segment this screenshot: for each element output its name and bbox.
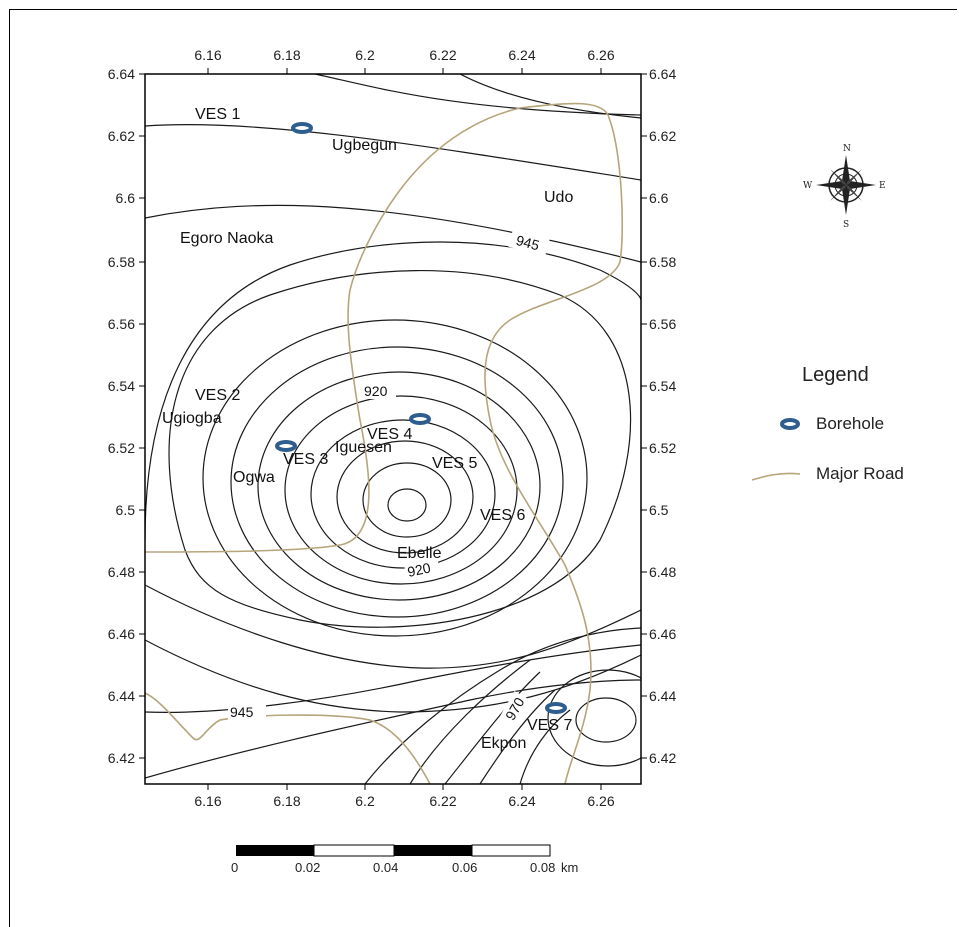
label-iguesen: Iguesen xyxy=(335,439,392,456)
label-ves2: VES 2 xyxy=(195,387,240,404)
contour-lines xyxy=(145,74,641,784)
y-tick-label-left: 6.46 xyxy=(108,626,135,642)
x-tick-label-top: 6.18 xyxy=(273,47,300,63)
y-tick-label-right: 6.44 xyxy=(649,688,676,704)
axis-ticks: 6.16 6.16 6.18 6.18 6.2 6.2 6.22 6.22 6.24 6.24 6.… xyxy=(108,47,677,809)
y-tick-label-left: 6.6 xyxy=(116,190,136,206)
compass-e: E xyxy=(879,181,886,191)
contour-label-920-bottom: 920 xyxy=(406,559,432,580)
compass-s: S xyxy=(843,220,849,230)
contour-labels: 945 920 920 945 970 xyxy=(228,229,550,726)
map-frame xyxy=(9,9,957,927)
place-names: VES 1 Ugbegun Udo Egoro Naoka VES 2 Ugio… xyxy=(162,106,573,752)
y-tick-label-right: 6.5 xyxy=(649,502,669,518)
label-ebelle: Ebelle xyxy=(397,545,442,562)
y-tick-label-right: 6.42 xyxy=(649,750,676,766)
borehole-icon xyxy=(545,702,567,714)
y-tick-label-left: 6.54 xyxy=(108,378,135,394)
label-ves1: VES 1 xyxy=(195,106,240,123)
borehole-icon xyxy=(780,418,800,430)
label-ekpon: Ekpon xyxy=(481,735,526,752)
x-tick-label-top: 6.24 xyxy=(508,47,535,63)
contour-label-920-top: 920 xyxy=(364,383,388,399)
label-ves6: VES 6 xyxy=(480,507,525,524)
y-tick-label-left: 6.58 xyxy=(108,254,135,270)
y-tick-label-right: 6.64 xyxy=(649,66,676,82)
y-tick-label-left: 6.48 xyxy=(108,564,135,580)
compass-n: N xyxy=(843,144,851,154)
y-tick-label-right: 6.54 xyxy=(649,378,676,394)
legend-title: Legend xyxy=(802,364,869,386)
legend: Legend Borehole Major Road xyxy=(751,364,904,483)
compass-rose-icon: N S E W xyxy=(803,144,886,230)
scale-label-006: 0.06 xyxy=(452,860,477,875)
y-tick-label-left: 6.52 xyxy=(108,440,135,456)
label-ves3: VES 3 xyxy=(283,451,328,468)
label-ves5: VES 5 xyxy=(432,455,477,472)
road-line-icon xyxy=(751,472,801,481)
legend-item-borehole: Borehole xyxy=(816,414,884,433)
label-ugiogba: Ugiogba xyxy=(162,410,222,427)
x-tick-label-bottom: 6.18 xyxy=(273,793,300,809)
x-tick-label-bottom: 6.26 xyxy=(587,793,614,809)
scale-label-008: 0.08 xyxy=(530,860,555,875)
x-tick-label-top: 6.16 xyxy=(194,47,221,63)
scale-label-004: 0.04 xyxy=(373,860,398,875)
scale-label-0: 0 xyxy=(231,860,238,875)
x-tick-label-top: 6.22 xyxy=(429,47,456,63)
y-tick-label-right: 6.52 xyxy=(649,440,676,456)
scale-bar: 0 0.02 0.04 0.06 0.08 km xyxy=(231,844,578,875)
label-ogwa: Ogwa xyxy=(233,469,275,486)
contour-label-945-top: 945 xyxy=(514,232,541,254)
x-tick-label-top: 6.2 xyxy=(355,47,375,63)
y-tick-label-right: 6.58 xyxy=(649,254,676,270)
contour-label-945-bottom: 945 xyxy=(230,704,254,720)
y-tick-label-right: 6.46 xyxy=(649,626,676,642)
y-tick-label-right: 6.48 xyxy=(649,564,676,580)
label-ves7: VES 7 xyxy=(527,717,572,734)
y-tick-label-right: 6.62 xyxy=(649,128,676,144)
label-udo: Udo xyxy=(544,189,573,206)
y-tick-label-right: 6.6 xyxy=(649,190,669,206)
y-tick-label-left: 6.44 xyxy=(108,688,135,704)
y-tick-label-left: 6.62 xyxy=(108,128,135,144)
plot-border xyxy=(144,73,642,785)
x-tick-label-bottom: 6.24 xyxy=(508,793,535,809)
y-tick-label-right: 6.56 xyxy=(649,316,676,332)
y-tick-label-left: 6.64 xyxy=(108,66,135,82)
compass-w: W xyxy=(803,181,813,191)
legend-item-major-road: Major Road xyxy=(816,464,904,483)
borehole-icon xyxy=(409,413,431,425)
borehole-icon xyxy=(291,122,313,134)
borehole-icon xyxy=(275,440,297,452)
x-tick-label-bottom: 6.2 xyxy=(355,793,375,809)
x-tick-label-bottom: 6.16 xyxy=(194,793,221,809)
borehole-markers xyxy=(275,122,567,714)
label-ves4: VES 4 xyxy=(367,426,412,443)
y-tick-label-left: 6.5 xyxy=(116,502,136,518)
x-tick-label-top: 6.26 xyxy=(587,47,614,63)
x-tick-label-bottom: 6.22 xyxy=(429,793,456,809)
scale-label-002: 0.02 xyxy=(295,860,320,875)
label-ugbegun: Ugbegun xyxy=(332,137,397,154)
y-tick-label-left: 6.56 xyxy=(108,316,135,332)
y-tick-label-left: 6.42 xyxy=(108,750,135,766)
scale-unit: km xyxy=(561,860,578,875)
label-egoro-naoka: Egoro Naoka xyxy=(180,230,273,247)
